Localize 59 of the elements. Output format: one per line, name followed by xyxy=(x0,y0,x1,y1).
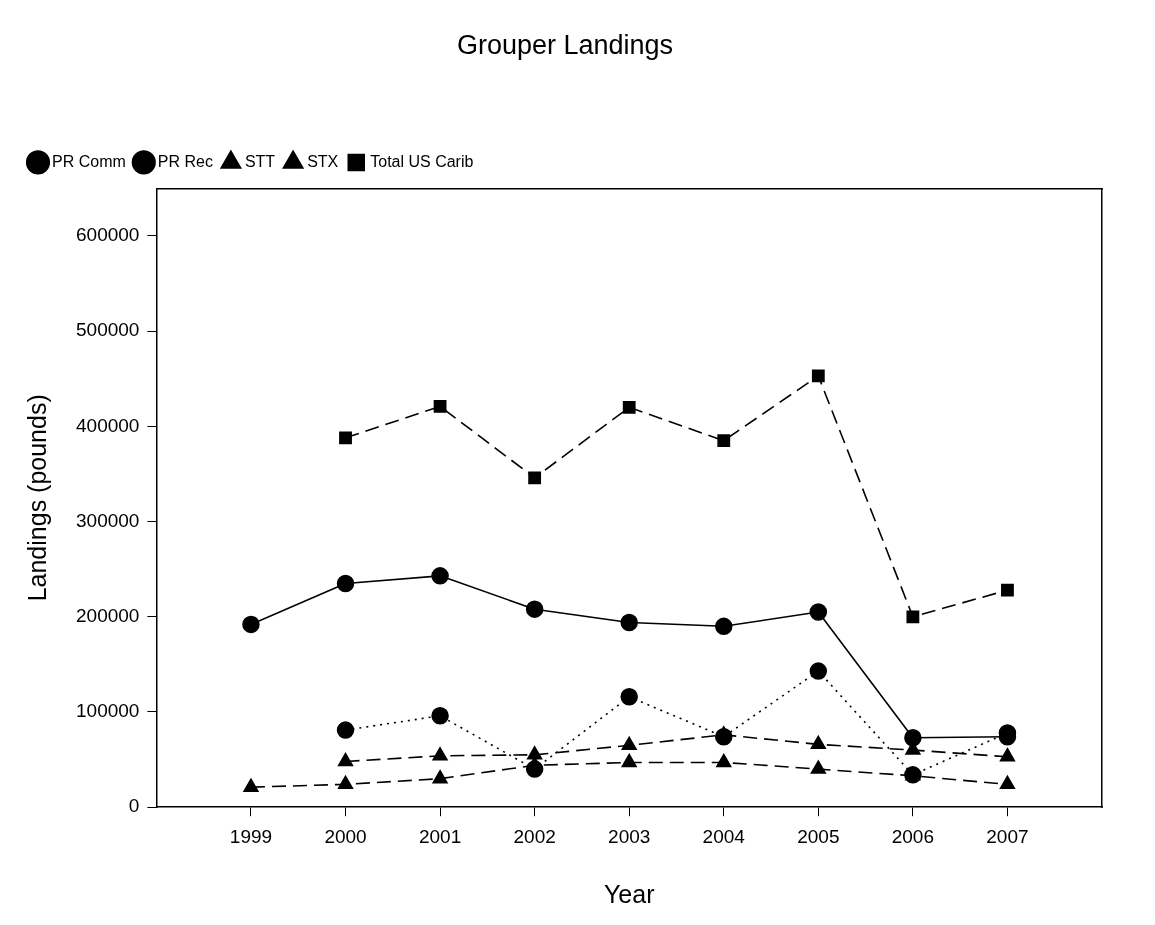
point xyxy=(809,603,828,621)
x-tick-label: 2003 xyxy=(608,825,651,847)
point xyxy=(715,728,733,746)
point xyxy=(432,769,448,784)
y-tick-label: 400000 xyxy=(76,414,140,436)
point xyxy=(999,747,1016,762)
y-tick-label: 300000 xyxy=(76,509,140,531)
point xyxy=(1001,583,1014,597)
point xyxy=(809,662,828,680)
point xyxy=(432,747,448,761)
point xyxy=(810,760,826,774)
x-tick-label: 2002 xyxy=(513,825,556,847)
x-tick-label: 2001 xyxy=(418,825,462,847)
y-tick-label: 500000 xyxy=(76,319,140,341)
point xyxy=(622,400,636,414)
legend-label: PR Comm xyxy=(52,152,126,170)
y-tick-label: 0 xyxy=(128,795,140,817)
x-tick-label: 2007 xyxy=(986,825,1029,847)
point xyxy=(336,721,355,739)
point xyxy=(339,431,352,445)
point xyxy=(621,753,637,768)
point xyxy=(811,369,825,383)
point xyxy=(904,728,922,747)
point xyxy=(526,746,543,760)
legend-label: STX xyxy=(307,152,339,170)
legend-label: STT xyxy=(244,152,276,170)
y-tick-label: 200000 xyxy=(76,605,140,627)
y-tick-label: 600000 xyxy=(76,224,140,246)
point xyxy=(337,752,354,767)
point xyxy=(716,753,732,768)
point xyxy=(431,567,449,585)
point xyxy=(999,775,1016,790)
legend-label: Total US Carib xyxy=(370,152,474,170)
point xyxy=(620,688,638,706)
point xyxy=(431,707,449,725)
x-axis-title: Year xyxy=(603,879,655,908)
point xyxy=(242,615,260,634)
y-axis-title: Landings (pounds) xyxy=(22,394,51,602)
point xyxy=(243,778,259,792)
chart-title: Grouper Landings xyxy=(456,29,674,60)
legend-label: PR Rec xyxy=(157,152,213,170)
x-tick-label: 2006 xyxy=(891,825,935,847)
point xyxy=(336,574,355,593)
y-tick-label: 100000 xyxy=(76,700,140,722)
x-tick-label: 2000 xyxy=(324,825,367,847)
point xyxy=(717,434,731,448)
x-tick-label: 2005 xyxy=(797,825,840,847)
point xyxy=(525,760,544,778)
point xyxy=(433,400,447,413)
point xyxy=(621,736,637,751)
point xyxy=(525,600,544,618)
point xyxy=(906,610,920,624)
x-tick-label: 2004 xyxy=(702,825,746,847)
x-tick-label: 1999 xyxy=(229,825,273,847)
point xyxy=(528,471,542,485)
point xyxy=(810,735,826,750)
point xyxy=(620,613,638,632)
point xyxy=(715,617,733,636)
point xyxy=(337,775,354,790)
